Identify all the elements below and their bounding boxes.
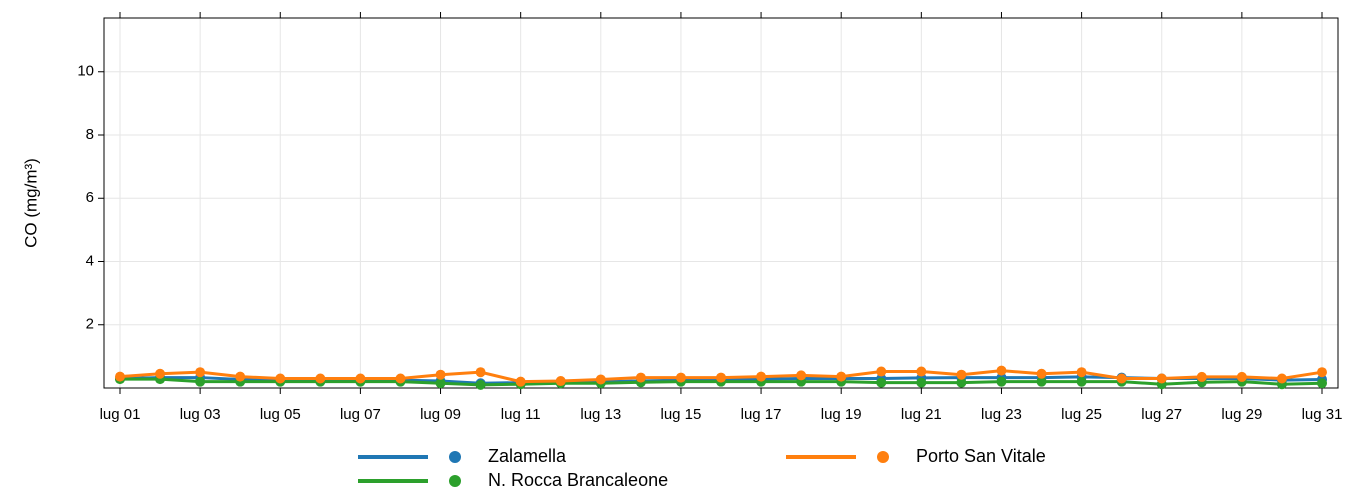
x-tick-label: lug 25	[1061, 406, 1102, 423]
point	[275, 373, 286, 384]
point	[435, 369, 446, 380]
point	[555, 376, 566, 387]
x-tick-label: lug 23	[981, 406, 1022, 423]
point	[1276, 373, 1287, 384]
point	[515, 376, 526, 387]
x-tick-label: lug 09	[420, 406, 461, 423]
y-tick-label: 2	[86, 316, 94, 333]
point	[916, 377, 927, 388]
legend-marker	[877, 451, 889, 463]
legend-label: Zalamella	[488, 446, 567, 466]
y-tick-label: 8	[86, 126, 94, 143]
x-tick-label: lug 29	[1221, 406, 1262, 423]
y-tick-label: 10	[77, 63, 94, 80]
plot-frame	[103, 17, 1339, 389]
point	[1196, 371, 1207, 382]
x-tick-label: lug 27	[1141, 406, 1182, 423]
point	[1317, 367, 1327, 378]
point	[395, 373, 406, 384]
point	[675, 372, 686, 383]
legend-label: Porto San Vitale	[916, 446, 1046, 466]
point	[796, 370, 807, 381]
point	[1236, 371, 1247, 382]
point	[956, 377, 967, 388]
point	[635, 372, 646, 383]
point	[475, 367, 486, 378]
point	[1036, 376, 1047, 387]
point	[1036, 368, 1047, 379]
point	[475, 379, 486, 390]
point	[1317, 378, 1327, 389]
point	[876, 366, 887, 377]
x-tick-label: lug 01	[100, 406, 141, 423]
point	[315, 373, 326, 384]
x-tick-label: lug 19	[821, 406, 862, 423]
x-tick-label: lug 07	[340, 406, 381, 423]
point	[916, 366, 927, 377]
x-tick-label: lug 11	[501, 406, 541, 423]
point	[1156, 373, 1167, 384]
point	[756, 371, 767, 382]
x-tick-label: lug 21	[901, 406, 942, 423]
point	[996, 365, 1007, 376]
legend: Zalamella N. Rocca Brancaleone Porto San V…	[358, 446, 1046, 489]
point	[876, 377, 887, 388]
y-axis-label: CO (mg/m³)	[21, 158, 40, 248]
point	[595, 374, 606, 385]
point	[235, 371, 246, 382]
legend-marker	[449, 475, 461, 487]
point	[195, 367, 206, 378]
point	[355, 373, 366, 384]
x-tick-label: lug 05	[260, 406, 301, 423]
y-tick-label: 4	[86, 252, 94, 269]
point	[435, 378, 446, 389]
point	[1116, 373, 1127, 384]
point	[1076, 376, 1087, 387]
x-tick-label: lug 03	[180, 406, 221, 423]
point	[836, 371, 847, 382]
x-tick-label: lug 31	[1302, 406, 1343, 423]
legend-label: N. Rocca Brancaleone	[488, 470, 668, 489]
x-tick-label: lug 15	[660, 406, 701, 423]
point	[716, 372, 726, 383]
point	[155, 368, 166, 379]
x-tick-label: lug 13	[580, 406, 621, 423]
point	[956, 369, 967, 380]
point	[996, 376, 1007, 387]
legend-marker	[449, 451, 461, 463]
x-tick-label: lug 17	[741, 406, 782, 423]
point	[195, 376, 206, 387]
point	[115, 371, 125, 382]
y-tick-label: 6	[86, 189, 94, 206]
point	[1076, 367, 1087, 378]
